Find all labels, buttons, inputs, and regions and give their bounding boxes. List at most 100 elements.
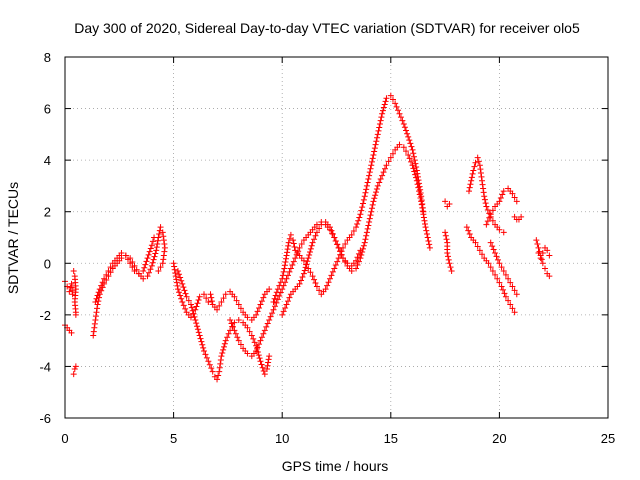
data-point xyxy=(194,300,201,307)
y-tick-label: 0 xyxy=(44,256,51,271)
data-point xyxy=(489,217,496,224)
data-point xyxy=(231,293,238,300)
data-point xyxy=(489,207,496,214)
data-point xyxy=(362,189,369,196)
data-point xyxy=(465,227,472,234)
data-point xyxy=(283,252,290,259)
data-point xyxy=(251,339,258,346)
data-point xyxy=(360,242,367,249)
data-point xyxy=(303,261,310,268)
data-point xyxy=(487,239,494,246)
data-point xyxy=(385,158,392,165)
data-point xyxy=(71,366,78,373)
data-point xyxy=(216,364,223,371)
data-point xyxy=(91,320,98,327)
data-point xyxy=(350,228,357,235)
data-point xyxy=(479,177,486,184)
data-point xyxy=(484,206,491,213)
data-point xyxy=(358,207,365,214)
data-point xyxy=(328,272,335,279)
data-point xyxy=(373,186,380,193)
data-point xyxy=(511,309,518,316)
data-point xyxy=(509,283,516,290)
data-point xyxy=(92,298,99,305)
data-point xyxy=(426,244,433,251)
data-point xyxy=(227,317,234,324)
data-point xyxy=(511,194,518,201)
data-point xyxy=(237,341,244,348)
data-point xyxy=(222,291,229,298)
x-tick-label: 5 xyxy=(170,431,177,446)
data-point xyxy=(337,248,344,255)
data-point xyxy=(214,306,221,313)
data-point xyxy=(466,184,473,191)
data-point xyxy=(70,371,77,378)
data-point xyxy=(395,107,402,114)
data-point xyxy=(263,323,270,330)
data-point xyxy=(118,249,125,256)
data-point xyxy=(535,244,542,251)
data-point xyxy=(152,250,159,257)
data-point xyxy=(357,211,364,218)
data-point xyxy=(357,255,364,262)
data-point xyxy=(377,117,384,124)
data-point xyxy=(193,303,200,310)
data-point xyxy=(448,268,455,275)
data-point xyxy=(222,337,229,344)
data-point xyxy=(266,317,273,324)
data-point xyxy=(365,176,372,183)
data-point xyxy=(235,301,242,308)
data-point xyxy=(151,253,158,260)
data-point xyxy=(90,332,97,339)
data-point xyxy=(216,302,223,309)
data-point xyxy=(284,246,291,253)
data-point xyxy=(266,353,273,360)
data-point xyxy=(277,279,284,286)
data-point xyxy=(149,238,156,245)
data-point xyxy=(544,247,551,254)
data-point xyxy=(387,92,394,99)
data-point xyxy=(140,275,147,282)
data-point xyxy=(379,107,386,114)
data-point xyxy=(306,252,313,259)
data-point xyxy=(195,329,202,336)
series-arc-14 xyxy=(442,229,455,275)
y-tick-label: -2 xyxy=(39,308,51,323)
data-point xyxy=(376,121,383,128)
data-point xyxy=(485,260,492,267)
data-point xyxy=(367,212,374,219)
data-point xyxy=(477,170,484,177)
data-point xyxy=(281,265,288,272)
data-point xyxy=(244,314,251,321)
data-point xyxy=(170,260,177,267)
data-point xyxy=(178,277,185,284)
data-point xyxy=(145,269,152,276)
data-point xyxy=(299,274,306,281)
data-point xyxy=(360,196,367,203)
data-point xyxy=(250,335,257,342)
data-point xyxy=(263,366,270,373)
data-point xyxy=(368,162,375,169)
data-point xyxy=(442,232,449,239)
data-point xyxy=(290,240,297,247)
data-point xyxy=(261,327,268,334)
data-point xyxy=(308,242,315,249)
data-point xyxy=(272,292,279,299)
data-point xyxy=(487,211,494,218)
data-point xyxy=(480,185,487,192)
data-point xyxy=(475,158,482,165)
data-point xyxy=(283,255,290,262)
data-point xyxy=(492,271,499,278)
data-point xyxy=(426,241,433,248)
data-point xyxy=(189,307,196,314)
data-point xyxy=(312,232,319,239)
data-point xyxy=(481,196,488,203)
data-point xyxy=(92,313,99,320)
data-point xyxy=(274,286,281,293)
data-point xyxy=(229,323,236,330)
x-axis-label: GPS time / hours xyxy=(282,458,389,474)
data-point xyxy=(157,264,164,271)
x-tick-label: 15 xyxy=(384,431,398,446)
data-point xyxy=(382,98,389,105)
data-point xyxy=(261,371,268,378)
